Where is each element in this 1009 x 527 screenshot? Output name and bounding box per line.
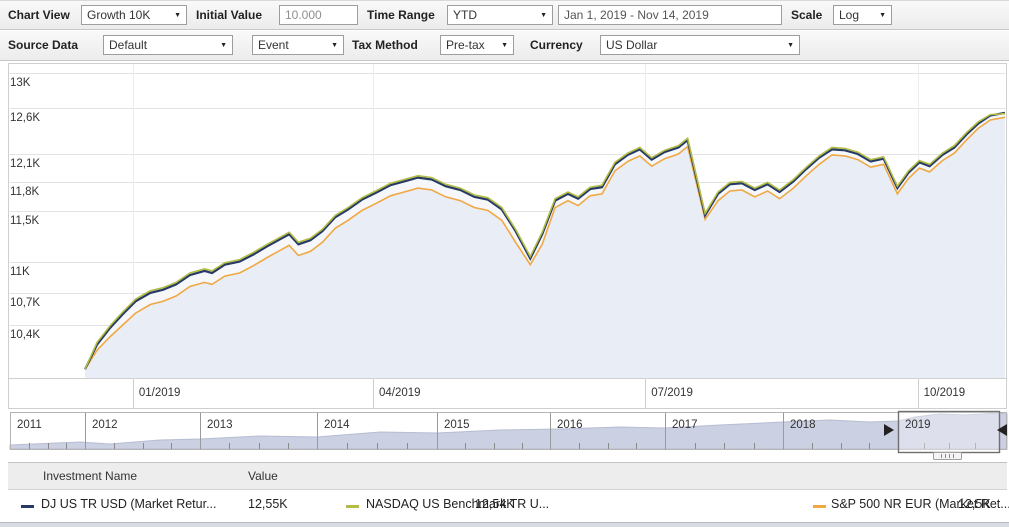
x-axis-label: 10/2019 — [923, 387, 966, 399]
legend-value: 12,54K — [475, 497, 515, 511]
timeline-selection[interactable] — [897, 410, 1001, 454]
event-select[interactable]: Event ▼ — [252, 35, 344, 55]
legend-value: 12,5K — [958, 497, 991, 511]
y-axis-label: 11,5K — [10, 215, 40, 228]
window-bottom-edge — [0, 522, 1009, 527]
x-axis-label: 01/2019 — [138, 387, 181, 399]
scale-label: Scale — [791, 8, 823, 22]
tax-method-select[interactable]: Pre-tax ▼ — [440, 35, 514, 55]
series-fill-bottom — [85, 117, 1005, 379]
chevron-down-icon: ▼ — [787, 42, 794, 49]
timeline-sparkline — [9, 412, 1008, 450]
legend-value: 12,55K — [248, 497, 288, 511]
toolbar-row-1: Chart View Growth 10K ▼ Initial Value 10… — [0, 1, 1009, 30]
currency-label: Currency — [530, 38, 583, 52]
timeline-right-handle-arrow[interactable] — [997, 424, 1007, 436]
source-data-select[interactable]: Default ▼ — [103, 35, 233, 55]
initial-value-input[interactable]: 10.000 — [279, 5, 358, 25]
y-axis-label: 11K — [10, 265, 30, 278]
year-label: 2016 — [557, 419, 583, 431]
x-axis-label: 07/2019 — [651, 387, 693, 399]
chevron-down-icon: ▼ — [501, 42, 508, 49]
legend-swatch — [21, 505, 34, 508]
legend-col-investment-name: Investment Name — [43, 469, 138, 483]
time-range-label: Time Range — [367, 8, 435, 22]
chevron-down-icon: ▼ — [540, 12, 547, 19]
chart-view-label: Chart View — [8, 8, 70, 22]
y-axis-label: 10,4K — [10, 328, 41, 341]
timeline-left-handle-arrow[interactable] — [884, 424, 894, 436]
toolbar-row-2: Source Data Default ▼ Event ▼ Tax Method… — [0, 31, 1009, 61]
y-axis-label: 10,7K — [10, 296, 41, 309]
tax-method-label: Tax Method — [352, 38, 418, 52]
x-axis-strip — [8, 378, 1007, 409]
scale-select[interactable]: Log ▼ — [833, 5, 892, 25]
chevron-down-icon: ▼ — [220, 42, 227, 49]
y-axis-label: 12,6K — [10, 112, 41, 125]
chevron-down-icon: ▼ — [879, 12, 886, 19]
legend-name[interactable]: S&P 500 NR EUR (Market Ret... — [831, 497, 1009, 511]
series-line-nasdaq-benchmark[interactable] — [84, 112, 1006, 370]
x-axis-label: 04/2019 — [378, 387, 421, 399]
year-label: 2018 — [790, 419, 816, 431]
year-label: 2013 — [207, 419, 233, 431]
date-range-input[interactable]: Jan 1, 2019 - Nov 14, 2019 — [558, 5, 782, 25]
year-label: 2014 — [324, 419, 350, 431]
legend-header: Investment Name Value — [8, 462, 1007, 490]
chevron-down-icon: ▼ — [331, 42, 338, 49]
y-axis-label: 13K — [10, 77, 31, 89]
year-label: 2015 — [444, 419, 470, 431]
initial-value-label: Initial Value — [196, 8, 263, 22]
year-label: 2019 — [905, 419, 931, 431]
series-line-sp500-nr-eur[interactable] — [84, 116, 1006, 370]
y-axis-label: 12,1K — [10, 158, 41, 170]
chart-view-select[interactable]: Growth 10K ▼ — [81, 5, 187, 25]
chevron-down-icon: ▼ — [174, 12, 181, 19]
legend-swatch — [813, 505, 826, 508]
timeline-drag-handle[interactable] — [933, 452, 962, 460]
legend-name[interactable]: NASDAQ US Benchmark TR U... — [366, 497, 550, 511]
legend-swatch — [346, 505, 359, 508]
y-axis-label: 11,8K — [10, 186, 40, 199]
time-range-select[interactable]: YTD ▼ — [447, 5, 553, 25]
legend-col-value: Value — [248, 469, 278, 483]
year-label: 2017 — [672, 419, 698, 431]
year-label: 2011 — [17, 419, 42, 431]
legend-row: DJ US TR USD (Market Retur... 12,55K NASDA… — [8, 490, 1009, 521]
legend-name[interactable]: DJ US TR USD (Market Retur... — [41, 497, 217, 511]
year-label: 2012 — [92, 419, 118, 431]
source-data-label: Source Data — [8, 38, 79, 52]
currency-select[interactable]: US Dollar ▼ — [600, 35, 800, 55]
